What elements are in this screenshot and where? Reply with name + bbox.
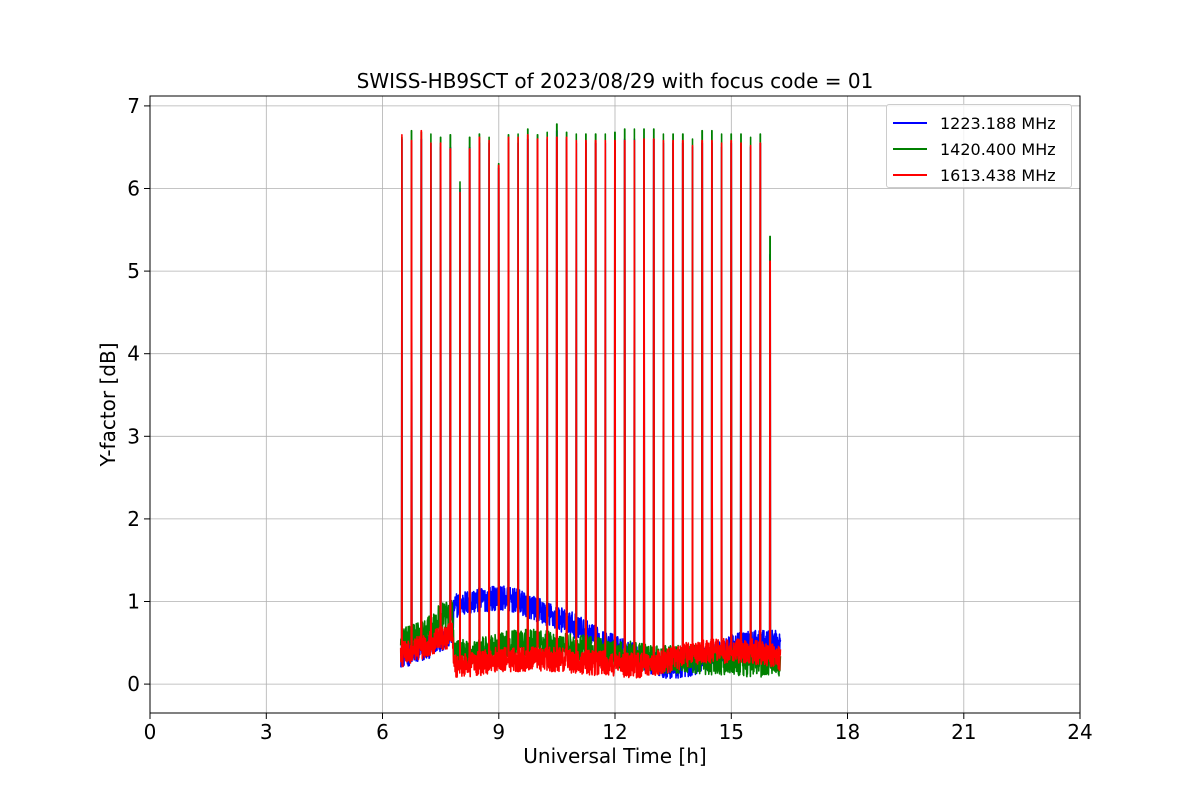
legend-swatch-green xyxy=(893,148,927,150)
legend-label: 1223.188 MHz xyxy=(940,113,1056,133)
y-tick-label: 7 xyxy=(127,94,140,118)
legend-item-1613: 1613.438 MHz xyxy=(893,165,1056,185)
x-axis-label: Universal Time [h] xyxy=(523,744,706,768)
y-tick-label: 2 xyxy=(127,507,140,531)
x-tick-label: 3 xyxy=(260,720,273,744)
x-tick-label: 24 xyxy=(1067,720,1092,744)
x-tick-label: 6 xyxy=(376,720,389,744)
series-line-2 xyxy=(399,129,782,679)
x-tick-label: 15 xyxy=(719,720,744,744)
legend-item-1223: 1223.188 MHz xyxy=(893,113,1056,133)
x-tick-label: 0 xyxy=(144,720,157,744)
x-tick-label: 21 xyxy=(951,720,976,744)
series-lines xyxy=(399,123,782,680)
legend-label: 1613.438 MHz xyxy=(940,165,1056,185)
chart-title: SWISS-HB9SCT of 2023/08/29 with focus co… xyxy=(357,69,874,93)
x-tick-label: 9 xyxy=(492,720,505,744)
legend-item-1420: 1420.400 MHz xyxy=(893,139,1056,159)
y-axis-label: Y-factor [dB] xyxy=(96,342,120,467)
x-tick-label: 18 xyxy=(835,720,860,744)
x-tick-label: 12 xyxy=(602,720,627,744)
legend-swatch-blue xyxy=(893,122,927,124)
y-tick-label: 0 xyxy=(127,672,140,696)
legend: 1223.188 MHz 1420.400 MHz 1613.438 MHz xyxy=(886,104,1072,188)
y-tick-label: 6 xyxy=(127,177,140,201)
y-tick-label: 1 xyxy=(127,590,140,614)
y-tick-label: 4 xyxy=(127,342,140,366)
y-tick-label: 3 xyxy=(127,424,140,448)
y-tick-label: 5 xyxy=(127,259,140,283)
legend-swatch-red xyxy=(893,174,927,176)
legend-label: 1420.400 MHz xyxy=(940,139,1056,159)
